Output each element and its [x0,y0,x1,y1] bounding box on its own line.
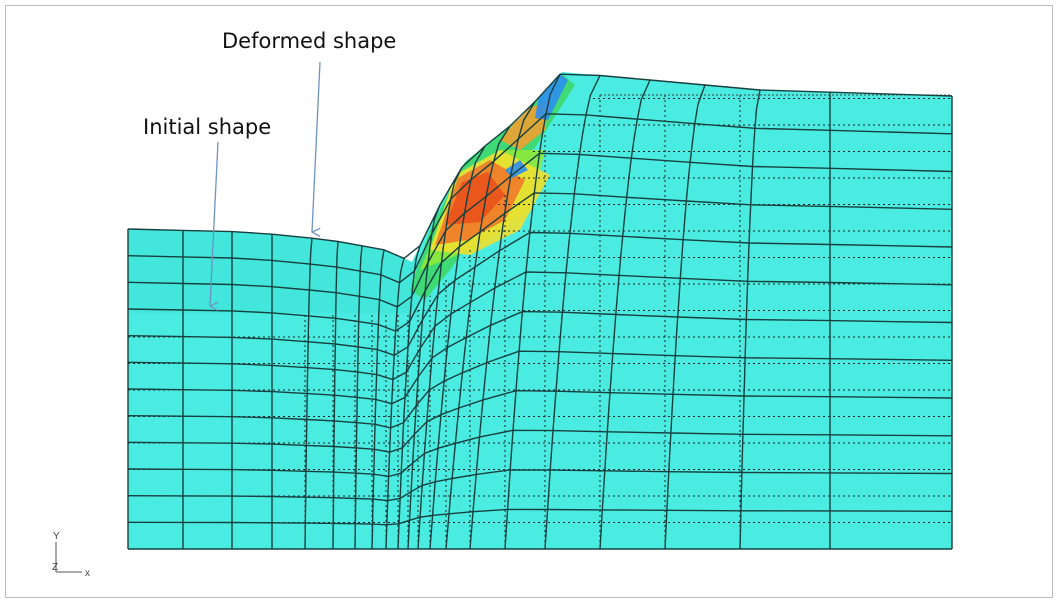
mesh [128,72,952,549]
page: Deformed shape Initial shape Y Z x (() =… [0,0,1058,603]
label-initial: Initial shape [143,115,271,139]
figure: Deformed shape Initial shape Y Z x [0,0,1058,603]
triad-x-label: x [85,568,90,579]
triad-y-label: Y [53,531,60,542]
triad-z-label: Z [52,562,58,573]
arrow-deformed [312,62,320,232]
axis-triad: Y Z x [52,531,90,579]
label-deformed: Deformed shape [222,29,396,53]
top-band [128,225,418,313]
